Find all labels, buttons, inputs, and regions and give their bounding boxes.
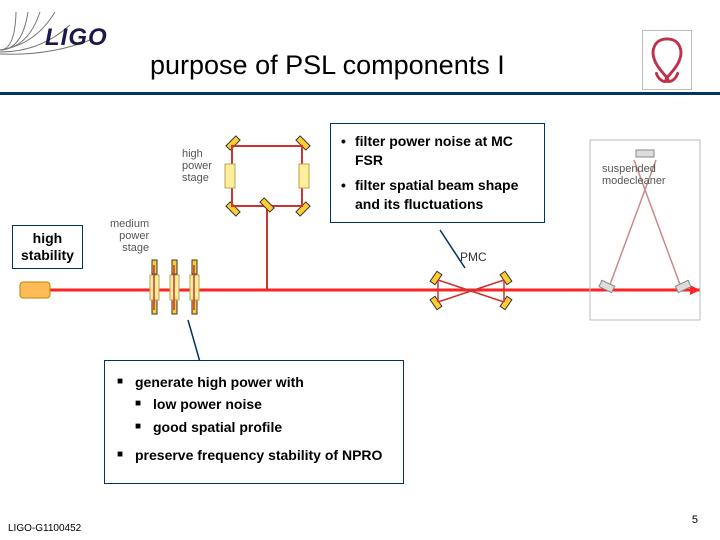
callout-power-stage-purpose: generate high power with low power noise…: [104, 360, 404, 484]
callout-bottom-item: preserve frequency stability of NPRO: [117, 444, 391, 466]
optical-diagram: filter power noise at MC FSR filter spat…: [0, 120, 720, 340]
slide-title: purpose of PSL components I: [150, 50, 505, 81]
callout-bottom-item: generate high power with low power noise…: [117, 371, 391, 438]
label-high-power-stage: high power stage: [182, 148, 212, 184]
label-medium-power-stage: medium power stage: [110, 218, 149, 254]
callout-top-item: filter power noise at MC FSR: [341, 132, 534, 170]
ligo-logo-text: LIGO: [45, 24, 108, 52]
geo-logo: [642, 30, 692, 90]
label-pmc: PMC: [460, 250, 487, 264]
callout-pmc-purpose: filter power noise at MC FSR filter spat…: [330, 123, 545, 223]
label-suspended-modecleaner: suspended modecleaner: [602, 163, 666, 187]
callout-top-item: filter spatial beam shape and its fluctu…: [341, 176, 534, 214]
slide-header: LIGO purpose of PSL components I: [0, 0, 720, 95]
document-id: LIGO-G1100452: [8, 523, 81, 534]
label-high-stability: high stability: [12, 225, 83, 269]
page-number: 5: [692, 514, 698, 526]
callout-bottom-subitem: good spatial profile: [135, 416, 391, 438]
callout-bottom-subitem: low power noise: [135, 393, 391, 415]
